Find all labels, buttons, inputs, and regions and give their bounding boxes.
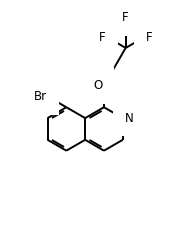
Text: F: F	[145, 31, 152, 44]
Text: O: O	[93, 79, 102, 92]
Text: F: F	[99, 31, 106, 44]
Text: F: F	[122, 11, 129, 24]
Text: N: N	[125, 112, 134, 124]
Text: Br: Br	[34, 90, 47, 103]
